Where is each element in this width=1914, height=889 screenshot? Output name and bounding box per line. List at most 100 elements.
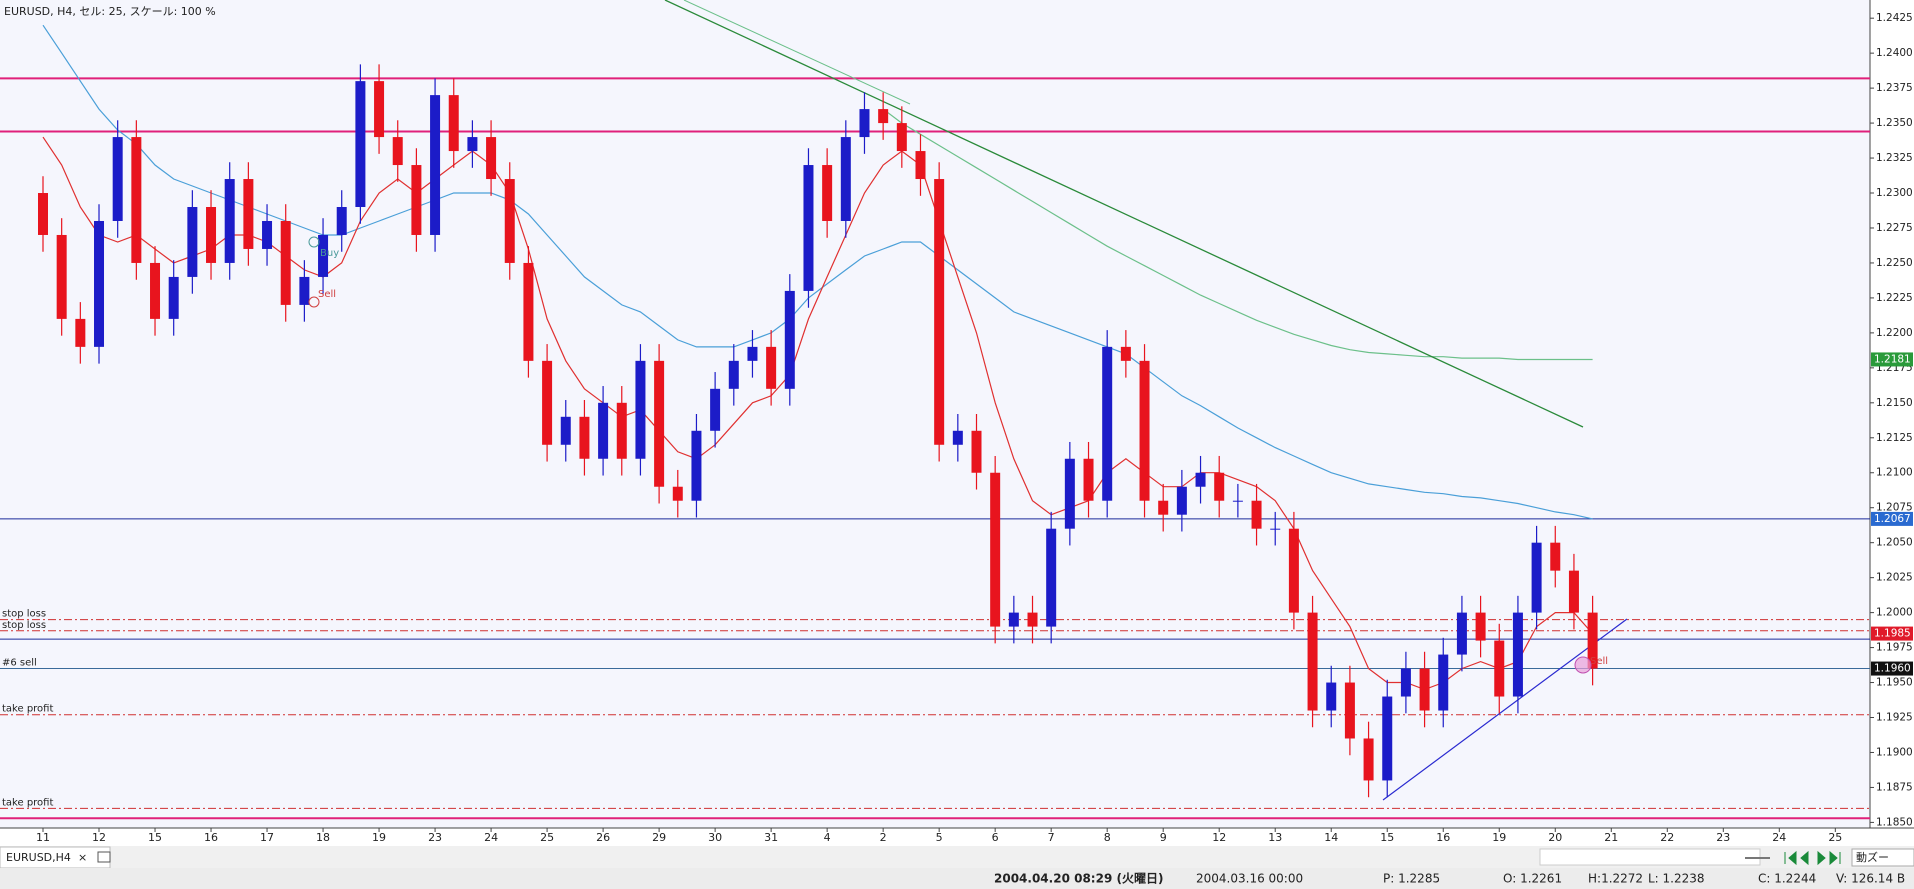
trendline: [664, 0, 1584, 428]
x-tick-label: 22: [1660, 831, 1674, 844]
y-tick-label: 1.2150: [1876, 397, 1913, 409]
chart-title: EURUSD, H4, セル: 25, スケール: 100 %: [4, 5, 216, 18]
x-tick-label: 12: [92, 831, 106, 844]
candle-body: [411, 165, 422, 235]
y-tick-label: 1.2200: [1876, 327, 1913, 339]
x-tick-label: 11: [36, 831, 50, 844]
candle-body: [1568, 570, 1579, 613]
candle-body: [1158, 500, 1169, 515]
toolbar-label[interactable]: 動ズー: [1856, 850, 1889, 864]
x-tick-label: 30: [708, 831, 722, 844]
scrollbar[interactable]: [1539, 848, 1761, 866]
indicators: [42, 24, 1594, 691]
candle-body: [784, 290, 795, 389]
candle-body: [672, 486, 683, 501]
candle-body: [1438, 654, 1449, 711]
candle-body: [1307, 612, 1318, 711]
y-tick-label: 1.2075: [1876, 502, 1913, 514]
y-tick-label: 1.2050: [1876, 537, 1913, 549]
y-tick-label: 1.1925: [1876, 712, 1913, 724]
y-tick-label: 1.2375: [1876, 82, 1913, 94]
candle-body: [1008, 612, 1019, 627]
candle-body: [1214, 472, 1225, 501]
candle-body: [243, 179, 254, 249]
candle-body: [504, 179, 515, 263]
price-tag: [1871, 626, 1913, 641]
candle-body: [318, 234, 329, 277]
y-tick-label: 1.2100: [1876, 467, 1913, 479]
candle-body: [952, 430, 963, 445]
candle-body: [1120, 346, 1131, 361]
candle-body: [654, 360, 665, 487]
candle-body: [336, 207, 347, 235]
candle-body: [224, 179, 235, 263]
candle-body: [1270, 528, 1281, 530]
candle-body: [262, 220, 273, 249]
candle-body: [486, 137, 497, 180]
candle-body: [1382, 696, 1393, 781]
tab-icon[interactable]: [97, 851, 111, 863]
status-bar-time: 2004.03.16 00:00: [1196, 872, 1303, 886]
candle-body: [747, 346, 758, 361]
annotation: Buy: [320, 248, 339, 259]
tab-close[interactable]: ×: [78, 851, 87, 864]
candle-body: [448, 95, 459, 152]
candle-body: [150, 262, 161, 319]
moving-average: [882, 108, 1593, 361]
candle-body: [616, 402, 627, 459]
y-tick-label: 1.2350: [1876, 117, 1913, 129]
candle-body: [1400, 668, 1411, 697]
y-tick-label: 1.1850: [1876, 816, 1913, 828]
candle-body: [1064, 458, 1075, 529]
level-label: take profit: [2, 704, 53, 715]
candle-body: [1344, 682, 1355, 739]
candle-body: [299, 276, 310, 305]
x-tick-label: 19: [1492, 831, 1506, 844]
navigation-buttons[interactable]: [1784, 850, 1841, 866]
trade-marker: [308, 236, 320, 248]
x-tick-label: 25: [1828, 831, 1842, 844]
candle-body: [1512, 612, 1523, 697]
x-tick-label: 9: [1160, 831, 1167, 844]
candle-body: [840, 137, 851, 221]
x-tick-label: 15: [148, 831, 162, 844]
candle-body: [691, 430, 702, 501]
toolbar-button[interactable]: [1851, 848, 1914, 867]
moving-average: [42, 24, 1593, 520]
candle-body: [112, 137, 123, 221]
candle-body: [560, 416, 571, 445]
x-tick-label: 23: [1716, 831, 1730, 844]
level-label: #6 sell: [2, 658, 37, 669]
tab-label[interactable]: EURUSD,H4: [6, 851, 71, 864]
y-tick-label: 1.2425: [1876, 12, 1913, 24]
candle-body: [1419, 668, 1430, 711]
x-tick-label: 5: [936, 831, 943, 844]
status-volume: V: 126.14 B: [1836, 872, 1905, 886]
candle-body: [523, 262, 534, 361]
candle-body: [766, 346, 777, 389]
y-tick-label: 1.1875: [1876, 781, 1913, 793]
candle-body: [1326, 682, 1337, 711]
y-tick-label: 1.2125: [1876, 432, 1913, 444]
status-close: C: 1.2244: [1758, 872, 1816, 886]
price-tag-label: 1.2067: [1874, 513, 1911, 525]
candle-body: [1494, 640, 1505, 697]
candle-body: [1027, 612, 1038, 627]
candle-body: [915, 151, 926, 180]
y-tick-label: 1.2325: [1876, 152, 1913, 164]
candle-body: [1475, 612, 1486, 641]
candle-body: [374, 81, 385, 138]
candle-body: [206, 207, 217, 263]
x-tick-label: 17: [260, 831, 274, 844]
level-label: take profit: [2, 797, 53, 808]
candle-body: [187, 207, 198, 277]
x-tick-label: 13: [1268, 831, 1282, 844]
x-tick-label: 31: [764, 831, 778, 844]
candle-body: [131, 137, 142, 263]
y-tick-label: 1.2300: [1876, 187, 1913, 199]
x-tick-label: 15: [1380, 831, 1394, 844]
candle-body: [579, 416, 590, 459]
x-tick-label: 26: [596, 831, 610, 844]
